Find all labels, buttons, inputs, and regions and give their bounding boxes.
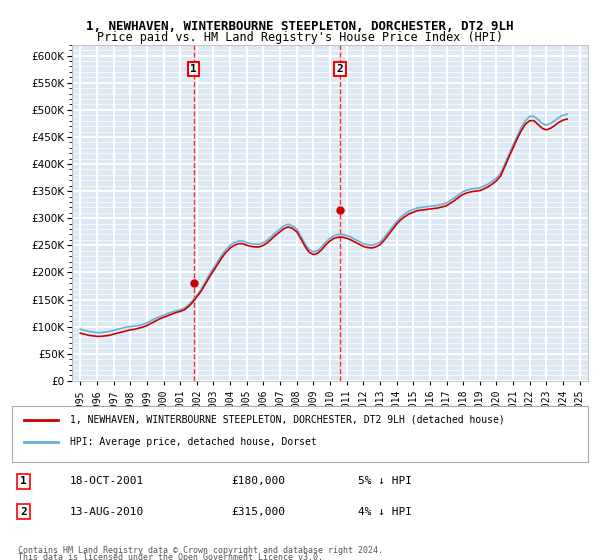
Text: 1, NEWHAVEN, WINTERBOURNE STEEPLETON, DORCHESTER, DT2 9LH: 1, NEWHAVEN, WINTERBOURNE STEEPLETON, DO… [86,20,514,32]
Text: 5% ↓ HPI: 5% ↓ HPI [358,477,412,487]
Text: 13-AUG-2010: 13-AUG-2010 [70,507,144,517]
Text: 1: 1 [20,477,27,487]
Text: 18-OCT-2001: 18-OCT-2001 [70,477,144,487]
Text: 1: 1 [190,64,197,74]
Text: Price paid vs. HM Land Registry's House Price Index (HPI): Price paid vs. HM Land Registry's House … [97,31,503,44]
Text: £180,000: £180,000 [231,477,285,487]
Text: Contains HM Land Registry data © Crown copyright and database right 2024.: Contains HM Land Registry data © Crown c… [18,546,383,555]
Text: This data is licensed under the Open Government Licence v3.0.: This data is licensed under the Open Gov… [18,553,323,560]
Text: 2: 2 [20,507,27,517]
Text: £315,000: £315,000 [231,507,285,517]
Text: HPI: Average price, detached house, Dorset: HPI: Average price, detached house, Dors… [70,437,316,447]
Text: 2: 2 [337,64,343,74]
Text: 1, NEWHAVEN, WINTERBOURNE STEEPLETON, DORCHESTER, DT2 9LH (detached house): 1, NEWHAVEN, WINTERBOURNE STEEPLETON, DO… [70,415,505,425]
Text: 4% ↓ HPI: 4% ↓ HPI [358,507,412,517]
